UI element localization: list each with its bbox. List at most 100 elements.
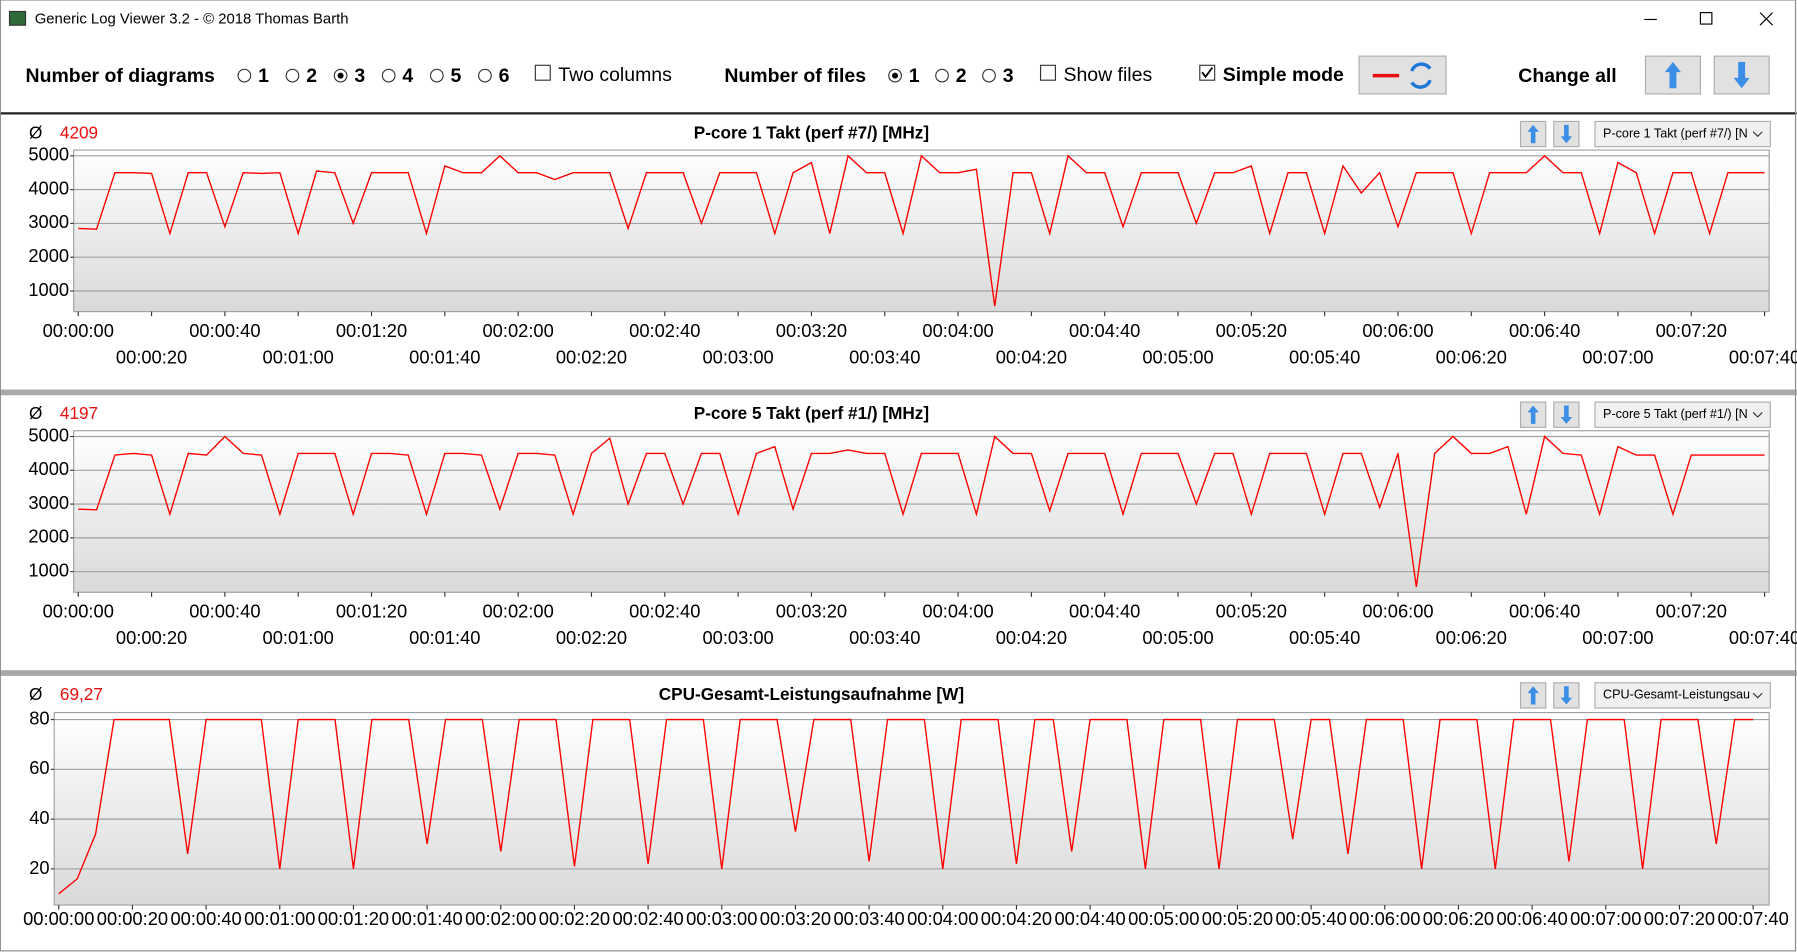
dropdown-caret bbox=[1752, 131, 1763, 138]
x-tick-label: 00:07:40 bbox=[1729, 627, 1797, 648]
y-tick-label: 5000 bbox=[28, 424, 69, 445]
channel-dropdown[interactable] bbox=[1594, 682, 1771, 709]
x-tick-label: 00:04:20 bbox=[996, 627, 1067, 648]
radio-button[interactable] bbox=[237, 68, 252, 83]
close-button[interactable] bbox=[1759, 12, 1774, 26]
line-style-button[interactable] bbox=[1358, 55, 1447, 95]
maximize-button[interactable] bbox=[1699, 12, 1713, 25]
x-tick-label: 00:06:20 bbox=[1423, 908, 1494, 929]
y-tick-label: 20 bbox=[29, 857, 49, 878]
y-tick-label: 1000 bbox=[28, 279, 69, 300]
panel-splitter bbox=[0, 670, 1797, 676]
chart-title: P-core 1 Takt (perf #7/) [MHz] bbox=[694, 123, 929, 143]
data-line bbox=[78, 154, 1765, 307]
x-tick-label: 00:01:20 bbox=[336, 601, 407, 622]
y-tick-label: 2000 bbox=[28, 526, 69, 547]
dropdown-caret bbox=[1752, 692, 1763, 699]
plot-area bbox=[53, 711, 1770, 906]
average-symbol: Ø bbox=[29, 123, 42, 143]
radio-button[interactable] bbox=[429, 68, 444, 83]
y-tick-label: 2000 bbox=[28, 245, 69, 266]
radio-label: 2 bbox=[956, 65, 967, 87]
x-tick-label: 00:00:20 bbox=[116, 346, 187, 367]
x-tick-label: 00:04:40 bbox=[1069, 320, 1140, 341]
x-tick-label: 00:07:20 bbox=[1656, 601, 1727, 622]
up-arrow-icon bbox=[1527, 405, 1539, 424]
x-tick-label: 00:05:00 bbox=[1128, 908, 1199, 929]
chart-title: P-core 5 Takt (perf #1/) [MHz] bbox=[694, 403, 929, 423]
radio-label: 4 bbox=[402, 65, 413, 87]
x-tick-label: 00:05:20 bbox=[1216, 320, 1287, 341]
average-value: 4197 bbox=[60, 403, 98, 423]
x-tick-label: 00:04:20 bbox=[996, 346, 1067, 367]
y-tick-label: 3000 bbox=[28, 492, 69, 513]
x-tick-label: 00:07:00 bbox=[1570, 908, 1641, 929]
x-tick-label: 00:05:40 bbox=[1289, 627, 1360, 648]
x-tick-label: 00:03:00 bbox=[686, 908, 757, 929]
x-tick-label: 00:03:00 bbox=[702, 346, 773, 367]
x-tick-label: 00:01:20 bbox=[336, 320, 407, 341]
x-tick-label: 00:02:40 bbox=[629, 320, 700, 341]
x-tick-label: 00:00:00 bbox=[43, 320, 114, 341]
x-tick-label: 00:07:00 bbox=[1582, 346, 1653, 367]
x-tick-label: 00:03:20 bbox=[776, 320, 847, 341]
x-tick-label: 00:01:40 bbox=[409, 346, 480, 367]
radio-button[interactable] bbox=[935, 68, 949, 83]
x-tick-label: 00:07:00 bbox=[1582, 627, 1653, 648]
up-arrow-icon bbox=[1527, 686, 1539, 705]
down-arrow-icon bbox=[1560, 686, 1573, 705]
x-tick-label: 00:07:40 bbox=[1729, 346, 1797, 367]
x-tick-label: 00:02:40 bbox=[612, 908, 683, 929]
down-arrow-icon bbox=[1560, 124, 1573, 144]
dropdown-text: P-core 5 Takt (perf #1/) [N bbox=[1603, 407, 1748, 421]
checkmark bbox=[1201, 67, 1214, 79]
chart-title: CPU-Gesamt-Leistungsaufnahme [W] bbox=[659, 684, 964, 704]
x-tick-label: 00:02:20 bbox=[539, 908, 610, 929]
x-tick-label: 00:02:00 bbox=[483, 320, 554, 341]
x-tick-label: 00:07:20 bbox=[1644, 908, 1715, 929]
plot-area bbox=[73, 430, 1770, 593]
checkbox[interactable] bbox=[534, 64, 551, 81]
channel-dropdown[interactable] bbox=[1594, 401, 1771, 428]
radio-button[interactable] bbox=[478, 68, 492, 83]
dropdown-caret bbox=[1752, 412, 1763, 418]
up-arrow-icon bbox=[1664, 61, 1681, 89]
x-tick-label: 00:06:20 bbox=[1436, 346, 1507, 367]
channel-dropdown[interactable] bbox=[1594, 120, 1771, 148]
radio-dot bbox=[337, 72, 344, 79]
x-tick-label: 00:04:40 bbox=[1069, 601, 1140, 622]
average-symbol: Ø bbox=[29, 403, 42, 423]
x-tick-label: 00:01:00 bbox=[263, 627, 334, 648]
x-tick-label: 00:03:40 bbox=[849, 627, 920, 648]
x-tick-label: 00:06:40 bbox=[1509, 601, 1580, 622]
x-tick-label: 00:06:00 bbox=[1362, 320, 1433, 341]
x-tick-label: 00:04:40 bbox=[1054, 908, 1125, 929]
x-tick-label: 00:00:20 bbox=[116, 627, 187, 648]
x-tick-label: 00:04:20 bbox=[981, 908, 1052, 929]
y-tick-label: 1000 bbox=[28, 560, 69, 581]
radio-button[interactable] bbox=[285, 68, 300, 83]
x-tick-label: 00:05:00 bbox=[1142, 627, 1213, 648]
down-arrow-icon bbox=[1560, 405, 1573, 424]
radio-button[interactable] bbox=[982, 68, 996, 83]
radio-dot bbox=[892, 72, 899, 79]
files-label: Number of files bbox=[724, 65, 866, 87]
y-tick-label: 60 bbox=[29, 757, 49, 778]
window-title: Generic Log Viewer 3.2 - © 2018 Thomas B… bbox=[35, 11, 349, 27]
data-line bbox=[78, 435, 1765, 587]
checkbox-label: Show files bbox=[1063, 64, 1152, 86]
x-tick-label: 00:06:40 bbox=[1496, 908, 1567, 929]
radio-label: 1 bbox=[258, 65, 269, 87]
radio-label: 6 bbox=[499, 65, 510, 87]
down-arrow-icon bbox=[1733, 61, 1750, 89]
radio-button[interactable] bbox=[381, 68, 396, 83]
checkbox[interactable] bbox=[1039, 64, 1057, 81]
average-value: 4209 bbox=[60, 123, 98, 143]
radio-label: 5 bbox=[451, 65, 462, 87]
x-tick-label: 00:06:40 bbox=[1509, 320, 1580, 341]
x-tick-label: 00:05:20 bbox=[1202, 908, 1273, 929]
refresh-icon bbox=[1410, 62, 1432, 89]
radio-label: 2 bbox=[306, 65, 317, 87]
